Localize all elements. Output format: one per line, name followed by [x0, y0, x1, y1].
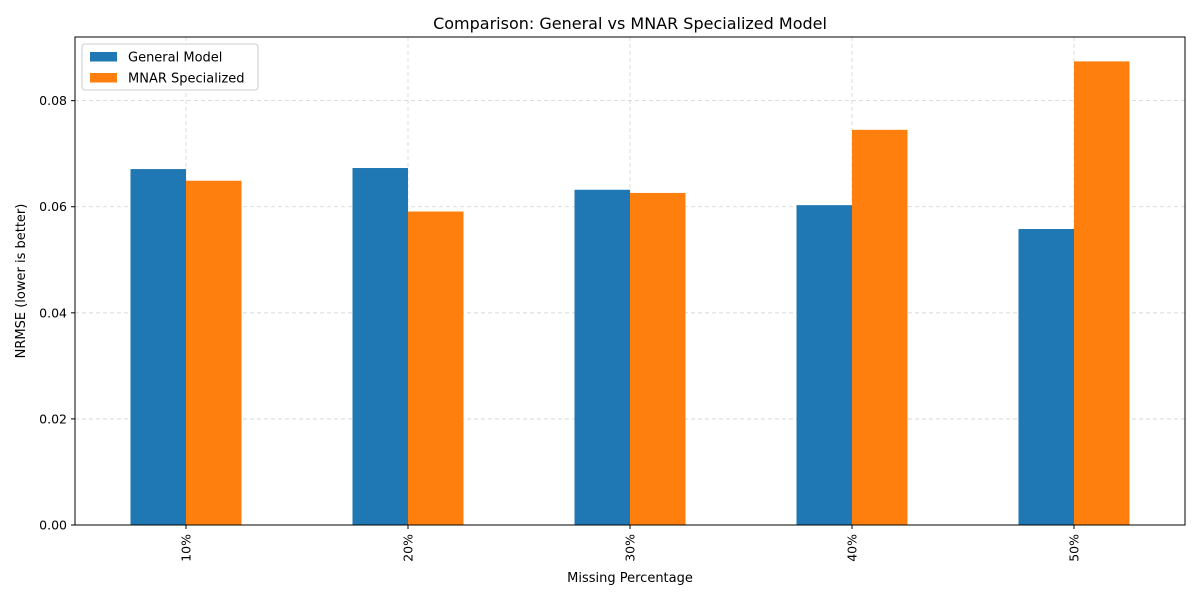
bar-mnar-specialized [408, 211, 464, 525]
legend: General Model MNAR Specialized [81, 43, 259, 91]
legend-label: General Model [128, 51, 222, 66]
legend-label: MNAR Specialized [128, 72, 245, 87]
y-tick-label: 0.00 [39, 518, 67, 533]
x-tick-label: 40% [845, 534, 860, 562]
y-tick-label: 0.04 [39, 305, 67, 320]
bar-general-model [574, 189, 630, 526]
x-axis-label: Missing Percentage [567, 571, 693, 586]
legend-swatch [90, 73, 117, 83]
bar-mnar-specialized [852, 129, 908, 525]
y-tick-label: 0.06 [39, 199, 67, 214]
bar-general-model [796, 205, 852, 525]
x-tick-label: 20% [401, 534, 416, 562]
bar-mnar-specialized [186, 180, 242, 525]
y-axis-label: NRMSE (lower is better) [14, 204, 29, 359]
bar-general-model [130, 169, 186, 526]
chart-title: Comparison: General vs MNAR Specialized … [433, 14, 827, 33]
x-tick-label: 50% [1067, 534, 1082, 562]
x-tick-label: 10% [179, 534, 194, 562]
legend-box [81, 43, 259, 91]
bars [130, 61, 1130, 526]
x-tick-label: 30% [623, 534, 638, 562]
tick-labels: 0.00 0.02 0.04 0.06 0.08 10% 20% 30% 40% 50% [39, 93, 1081, 562]
bar-mnar-specialized [1074, 61, 1130, 526]
y-tick-label: 0.02 [39, 411, 67, 426]
bar-general-model [352, 168, 408, 525]
legend-swatch [90, 52, 117, 62]
y-tick-label: 0.08 [39, 93, 67, 108]
bar-mnar-specialized [630, 192, 686, 526]
bar-general-model [1018, 229, 1074, 525]
